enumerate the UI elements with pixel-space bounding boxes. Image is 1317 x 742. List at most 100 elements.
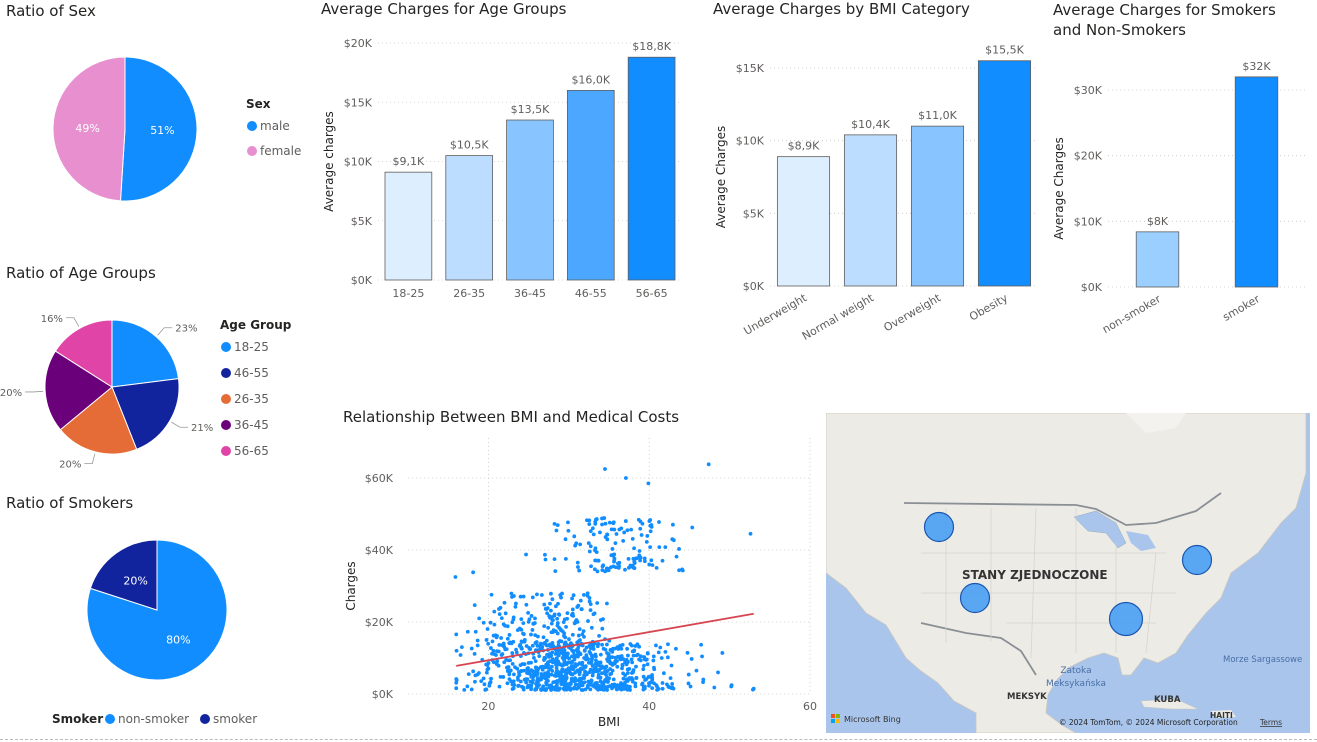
bar-26-35[interactable] <box>445 155 494 281</box>
scatter-point[interactable] <box>520 662 525 666</box>
pie-slice-36-45[interactable] <box>44 350 113 431</box>
scatter-point[interactable] <box>671 522 675 527</box>
scatter-point[interactable] <box>630 660 635 665</box>
scatter-point[interactable] <box>651 654 656 659</box>
scatter-point[interactable] <box>510 661 515 666</box>
scatter-point[interactable] <box>628 684 632 689</box>
scatter-point[interactable] <box>514 647 518 652</box>
scatter-point[interactable] <box>545 643 550 648</box>
scatter-point[interactable] <box>477 616 482 621</box>
scatter-point[interactable] <box>706 462 711 467</box>
scatter-point[interactable] <box>637 657 641 662</box>
scatter-point[interactable] <box>472 603 477 608</box>
scatter-point[interactable] <box>519 646 524 651</box>
scatter-point[interactable] <box>503 611 508 616</box>
scatter-point[interactable] <box>550 669 555 673</box>
scatter-point[interactable] <box>569 682 573 686</box>
scatter-point[interactable] <box>566 528 571 533</box>
scatter-point[interactable] <box>579 607 584 612</box>
scatter-point[interactable] <box>623 567 627 572</box>
scatter-point[interactable] <box>562 658 567 663</box>
scatter-point[interactable] <box>556 653 561 658</box>
scatter-point[interactable] <box>500 652 505 656</box>
scatter-point[interactable] <box>529 632 533 637</box>
scatter-point[interactable] <box>465 684 470 689</box>
scatter-point[interactable] <box>642 657 647 662</box>
legend-item-smoker[interactable]: smoker <box>213 712 257 726</box>
legend-item-26-35[interactable]: 26-35 <box>234 392 269 406</box>
bar-18-25[interactable] <box>384 171 433 281</box>
scatter-point[interactable] <box>553 569 558 574</box>
scatter-point[interactable] <box>555 631 560 636</box>
scatter-point[interactable] <box>659 656 664 660</box>
scatter-point[interactable] <box>513 604 518 609</box>
bar-Normal weight[interactable] <box>843 134 898 287</box>
scatter-point[interactable] <box>568 670 573 675</box>
scatter-point[interactable] <box>484 687 489 692</box>
scatter-point[interactable] <box>510 595 514 599</box>
scatter-point[interactable] <box>594 661 599 666</box>
scatter-point[interactable] <box>604 664 609 669</box>
scatter-point[interactable] <box>591 612 596 617</box>
scatter-point[interactable] <box>563 537 568 542</box>
scatter-point[interactable] <box>574 541 579 546</box>
scatter-point[interactable] <box>508 640 513 645</box>
scatter-point[interactable] <box>533 633 538 638</box>
scatter-point[interactable] <box>587 682 592 687</box>
scatter-point[interactable] <box>593 558 598 563</box>
scatter-point[interactable] <box>454 680 459 685</box>
scatter-point[interactable] <box>657 520 661 524</box>
scatter-point[interactable] <box>610 686 614 691</box>
scatter-point[interactable] <box>690 525 695 530</box>
legend-item-female[interactable]: female <box>260 144 301 158</box>
scatter-point[interactable] <box>598 530 602 535</box>
scatter-point[interactable] <box>590 526 595 531</box>
scatter-point[interactable] <box>626 565 631 570</box>
scatter-point[interactable] <box>575 669 579 673</box>
scatter-point[interactable] <box>632 561 637 565</box>
scatter-point[interactable] <box>591 671 595 675</box>
scatter-point[interactable] <box>516 677 520 682</box>
scatter-point[interactable] <box>751 687 755 692</box>
scatter-point[interactable] <box>554 651 559 655</box>
pie-slice-46-55[interactable] <box>111 378 180 450</box>
scatter-point[interactable] <box>485 667 490 672</box>
scatter-point[interactable] <box>495 659 500 664</box>
scatter-point[interactable] <box>560 591 564 596</box>
scatter-point[interactable] <box>453 575 458 579</box>
scatter-point[interactable] <box>627 677 632 682</box>
scatter-point[interactable] <box>543 606 548 611</box>
scatter-point[interactable] <box>548 652 553 657</box>
scatter-point[interactable] <box>576 565 580 569</box>
scatter-point[interactable] <box>602 516 607 520</box>
scatter-point[interactable] <box>570 596 574 601</box>
scatter-point[interactable] <box>471 669 476 674</box>
scatter-point[interactable] <box>587 650 592 654</box>
scatter-point[interactable] <box>642 559 647 564</box>
scatter-point[interactable] <box>619 526 624 531</box>
pie-slice-18-25[interactable] <box>111 319 180 388</box>
scatter-point[interactable] <box>638 555 642 559</box>
scatter-point[interactable] <box>699 642 703 647</box>
map-canvas[interactable]: STANY ZJEDNOCZONE Zatoka Meksykańska MEK… <box>826 413 1310 733</box>
scatter-point[interactable] <box>531 678 535 683</box>
scatter-point[interactable] <box>575 560 580 565</box>
map-terms-link[interactable]: Terms <box>1259 718 1282 727</box>
scatter-point[interactable] <box>561 681 566 686</box>
scatter-point[interactable] <box>573 682 578 687</box>
scatter-point[interactable] <box>520 639 525 644</box>
scatter-point[interactable] <box>668 676 673 681</box>
scatter-point[interactable] <box>524 644 529 648</box>
scatter-point[interactable] <box>526 683 531 688</box>
scatter-point[interactable] <box>596 672 601 677</box>
scatter-point[interactable] <box>475 638 480 643</box>
scatter-point[interactable] <box>525 677 530 681</box>
scatter-point[interactable] <box>511 679 516 684</box>
scatter-point[interactable] <box>534 665 539 670</box>
scatter-point[interactable] <box>501 675 506 679</box>
scatter-point[interactable] <box>524 602 529 607</box>
scatter-point[interactable] <box>648 529 653 534</box>
scatter-point[interactable] <box>565 611 570 616</box>
scatter-point[interactable] <box>642 686 647 691</box>
scatter-point[interactable] <box>559 628 563 633</box>
